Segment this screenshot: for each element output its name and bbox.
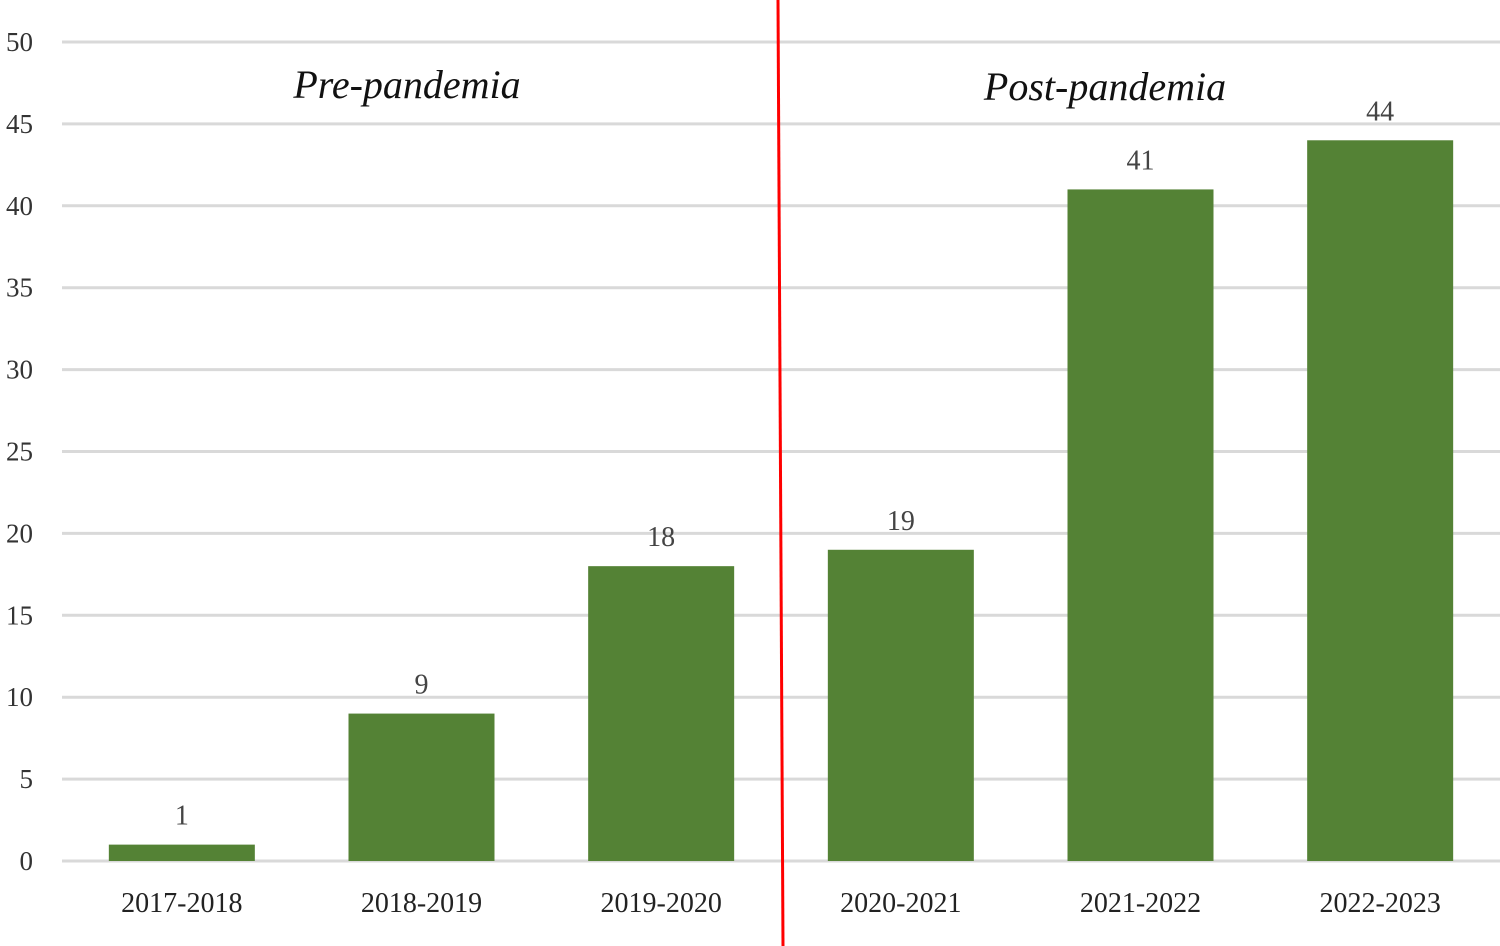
data-label: 18 [647, 522, 675, 553]
y-tick-label: 5 [20, 764, 34, 794]
y-tick-label: 10 [6, 682, 33, 712]
x-tick-label: 2020-2021 [840, 888, 961, 919]
pandemic-divider-line [776, 0, 785, 946]
y-tick-label: 15 [6, 600, 33, 630]
bar [827, 549, 974, 861]
bar [1307, 140, 1454, 861]
y-tick-label: 35 [6, 273, 33, 303]
data-label: 41 [1127, 145, 1155, 176]
y-tick-label: 0 [20, 846, 34, 876]
annotation-pre-pandemia: Pre-pandemia [292, 62, 520, 107]
bar [108, 844, 255, 861]
x-tick-label: 2019-2020 [601, 888, 722, 919]
x-tick-label: 2021-2022 [1080, 888, 1201, 919]
annotation-post-pandemia: Post-pandemia [983, 64, 1226, 109]
x-tick-label: 2017-2018 [121, 888, 242, 919]
y-tick-label: 20 [6, 518, 33, 548]
x-axis-ticks: 2017-2018 2018-2019 2019-2020 2020-2021 2021… [121, 888, 1441, 919]
y-tick-label: 45 [6, 109, 33, 139]
data-label: 19 [887, 506, 915, 537]
data-label: 44 [1366, 96, 1394, 127]
y-tick-label: 50 [6, 27, 33, 57]
data-label: 1 [175, 801, 189, 832]
x-tick-label: 2022-2023 [1320, 888, 1441, 919]
bar [348, 713, 495, 861]
bar [1067, 189, 1214, 862]
y-tick-label: 40 [6, 191, 33, 221]
bars [108, 140, 1454, 862]
bar [588, 566, 735, 861]
y-axis-ticks: 0 5 10 15 20 25 30 35 40 45 50 [6, 27, 33, 876]
y-tick-label: 30 [6, 355, 33, 385]
x-tick-label: 2018-2019 [361, 888, 482, 919]
data-label: 9 [415, 670, 429, 701]
y-tick-label: 25 [6, 437, 33, 467]
